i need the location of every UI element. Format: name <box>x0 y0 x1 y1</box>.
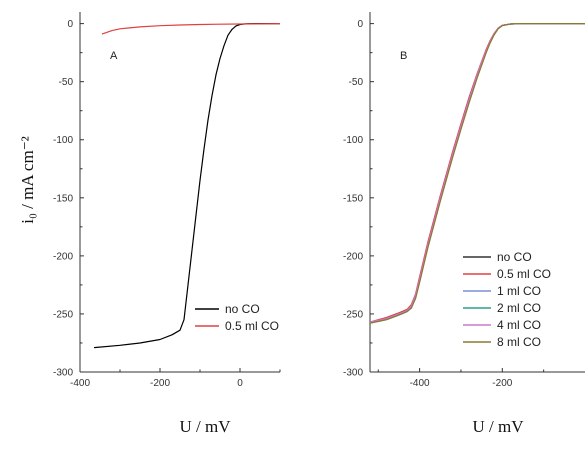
y-tick-label: -50 <box>59 77 74 88</box>
y-tick-label: -50 <box>349 77 364 88</box>
y-tick-label: -100 <box>53 135 73 146</box>
series-line-4-ml-co <box>369 23 585 323</box>
y-tick-label: -100 <box>343 135 363 146</box>
panel-a: 0 -50 -100 -150 -200 -250 -300-400 -200 0 Ano CO 0… <box>53 12 281 389</box>
x-tick-label: -200 <box>492 378 512 389</box>
x-tick-label: -200 <box>150 378 170 389</box>
legend-label-4-ml-co: 4 ml CO <box>497 318 541 332</box>
y-tick-label: -250 <box>53 309 73 320</box>
x-axis-title-a: U / mV <box>180 417 232 436</box>
series-line-no-co <box>369 23 585 323</box>
y-tick-label: -200 <box>343 251 363 262</box>
x-tick-label: -400 <box>410 378 430 389</box>
series-line-0-5-ml-co <box>369 23 585 323</box>
legend-label-no-co: no CO <box>225 302 260 316</box>
legend-label-2-ml-co: 2 ml CO <box>497 301 541 315</box>
y-tick-label: -250 <box>343 309 363 320</box>
panel-label: B <box>400 50 407 62</box>
series-line-no-co <box>93 23 280 349</box>
x-tick-label: -400 <box>70 378 90 389</box>
y-tick-label: 0 <box>357 19 363 30</box>
legend-label-0-5-ml-co: 0.5 ml CO <box>225 319 279 333</box>
series-line-1-ml-co <box>369 23 585 324</box>
series-line-8-ml-co <box>369 23 585 324</box>
legend-label-1-ml-co: 1 ml CO <box>497 284 541 298</box>
y-tick-label: -150 <box>53 193 73 204</box>
y-tick-label: 0 <box>67 19 73 30</box>
y-tick-label: -150 <box>343 193 363 204</box>
panel-b: 0 -50 -100 -150 -200 -250 -300 -400 -200 Bno CO 0.… <box>343 12 585 389</box>
series-line-2-ml-co <box>369 23 585 324</box>
legend-label-no-co: no CO <box>497 250 532 264</box>
panel-label: A <box>110 50 118 62</box>
y-tick-label: -300 <box>343 368 363 379</box>
legend-label-8-ml-co: 8 ml CO <box>497 335 541 349</box>
x-tick-label: 0 <box>237 378 243 389</box>
y-tick-label: -200 <box>53 251 73 262</box>
series-line-0-5-ml-co <box>101 23 281 35</box>
x-axis-title-b: U / mV <box>473 417 525 436</box>
y-tick-label: -300 <box>53 368 73 379</box>
y-axis-title: i₀ / mA cm⁻² <box>18 136 37 224</box>
legend-label-0-5-ml-co: 0.5 ml CO <box>497 267 551 281</box>
